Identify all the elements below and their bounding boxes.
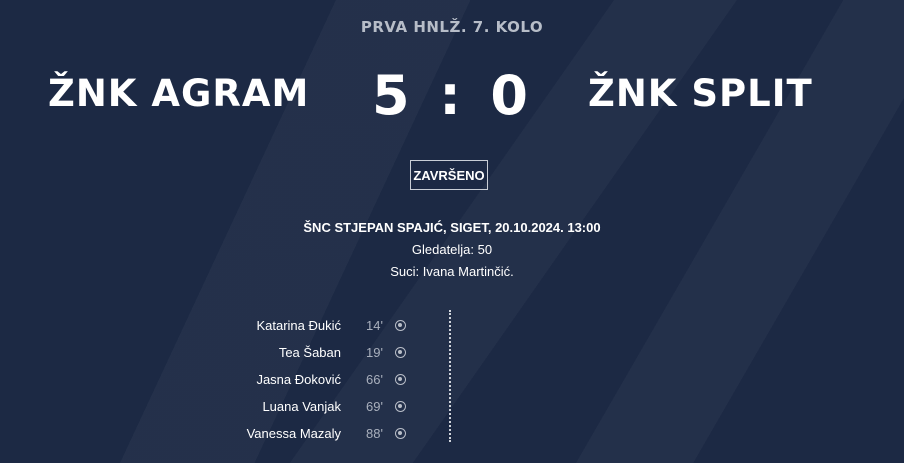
score-separator: : (439, 64, 461, 127)
scorer: Luana Vanjak (262, 399, 341, 414)
goal-row: Tea Šaban 19' (200, 339, 406, 366)
attendance: Gledatelja: 50 (411, 242, 493, 257)
status-badge: ZAVRŠENO (410, 160, 488, 190)
score: 5 : 0 (372, 64, 528, 127)
goal-row: Vanessa Mazaly 88' (200, 420, 406, 447)
scorer: Tea Šaban (278, 345, 341, 360)
goal-row: Jasna Đoković 66' (200, 366, 406, 393)
scorer: Jasna Đoković (256, 372, 341, 387)
away-score: 0 (490, 64, 528, 127)
ball-icon (395, 374, 406, 385)
league-round: PRVA HNLŽ. 7. KOLO (360, 18, 544, 36)
goals-divider (449, 310, 451, 442)
goal-minute: 66' (366, 372, 383, 387)
ball-icon (395, 428, 406, 439)
goal-minute: 19' (366, 345, 383, 360)
goal-minute: 88' (366, 426, 383, 441)
referees: Suci: Ivana Martinčić. (390, 264, 514, 279)
goal-minute: 14' (366, 318, 383, 333)
match-info: ŠNC STJEPAN SPAJIĆ, SIGET, 20.10.2024. 1… (0, 217, 904, 283)
ball-icon (395, 401, 406, 412)
home-score: 5 (372, 64, 410, 127)
home-goals-list: Katarina Đukić 14' Tea Šaban 19' Jasna Đok… (200, 312, 406, 447)
scorer: Katarina Đukić (256, 318, 341, 333)
ball-icon (395, 347, 406, 358)
venue-datetime: ŠNC STJEPAN SPAJIĆ, SIGET, 20.10.2024. 1… (303, 220, 601, 235)
goal-row: Luana Vanjak 69' (200, 393, 406, 420)
goal-row: Katarina Đukić 14' (200, 312, 406, 339)
home-team[interactable]: ŽNK AGRAM (48, 72, 310, 115)
ball-icon (395, 320, 406, 331)
goal-minute: 69' (366, 399, 383, 414)
scorer: Vanessa Mazaly (246, 426, 341, 441)
away-team[interactable]: ŽNK SPLIT (588, 72, 813, 115)
